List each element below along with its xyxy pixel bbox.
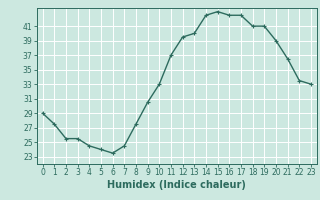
- X-axis label: Humidex (Indice chaleur): Humidex (Indice chaleur): [108, 180, 246, 190]
